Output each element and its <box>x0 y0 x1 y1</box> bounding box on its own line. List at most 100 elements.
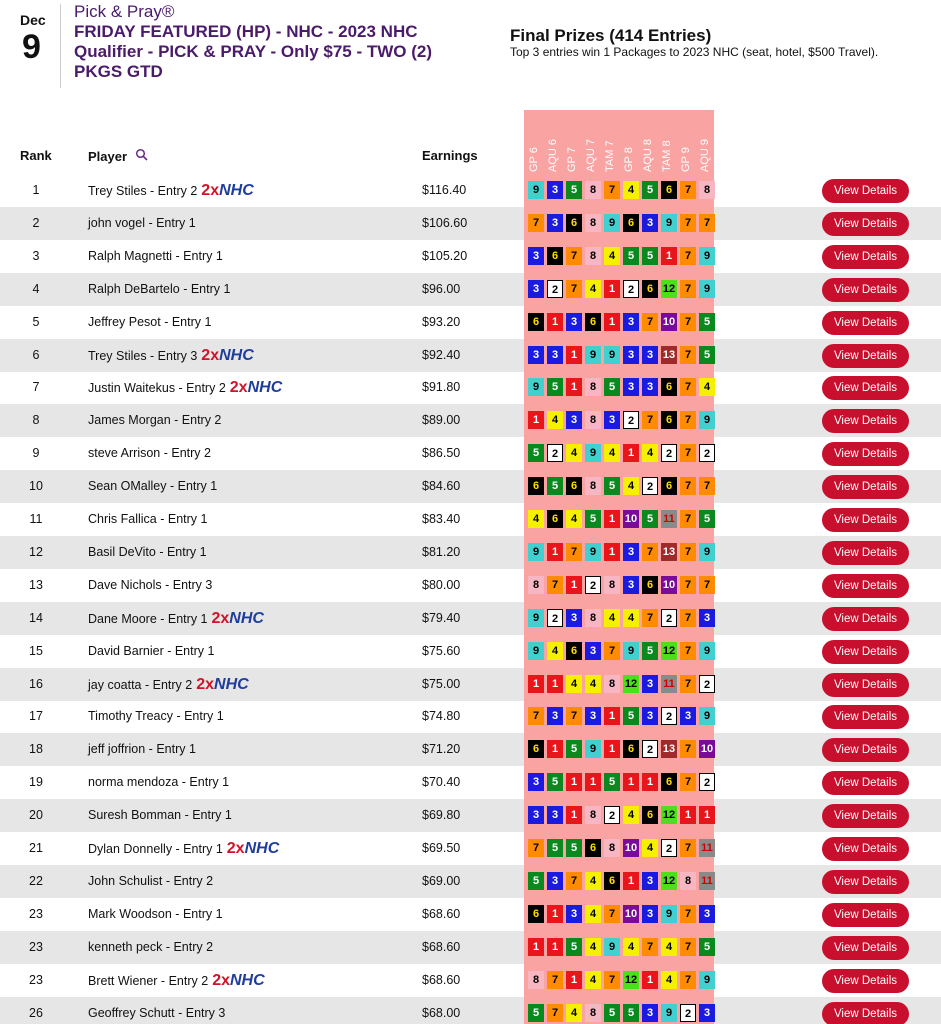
pick-number: 7 <box>566 246 582 265</box>
badge-prefix: 2x <box>201 182 220 199</box>
view-details-button[interactable]: View Details <box>822 869 909 894</box>
pick-number: 13 <box>661 740 677 759</box>
pick-number: 6 <box>547 510 563 528</box>
earnings: $89.00 <box>422 413 461 428</box>
pick-number: 3 <box>642 213 658 232</box>
pick-number: 7 <box>699 477 715 496</box>
contest-title: FRIDAY FEATURED (HP) - NHC - 2023 NHC Qu… <box>74 22 433 81</box>
view-details-button[interactable]: View Details <box>822 902 909 927</box>
rank: 22 <box>29 873 43 888</box>
pick-number: 9 <box>699 279 715 298</box>
pick-number: 11 <box>661 674 677 693</box>
view-details-button[interactable]: View Details <box>822 310 909 335</box>
rank: 16 <box>29 676 43 691</box>
pick-number: 9 <box>604 345 620 364</box>
pick-number: 3 <box>585 707 601 726</box>
pick-number: 3 <box>547 806 563 825</box>
race-header: AQU 7 <box>585 138 597 172</box>
pick-number: 3 <box>566 904 582 923</box>
pick-number: 7 <box>680 937 696 956</box>
view-details-button[interactable]: View Details <box>822 771 909 796</box>
player-cell: kenneth peck - Entry 2 <box>88 931 213 964</box>
player-cell: Chris Fallica - Entry 1 <box>88 503 207 536</box>
pick-number: 3 <box>699 904 715 923</box>
view-details-button[interactable]: View Details <box>822 606 909 631</box>
table-row: 9 steve Arrison - Entry 2 $86.50 5 2 4 9 4 1 4 2 7 2… <box>0 437 941 471</box>
view-details-button[interactable]: View Details <box>822 179 909 203</box>
separator <box>60 4 61 88</box>
view-details-button[interactable]: View Details <box>822 211 909 236</box>
pick-number: 5 <box>566 181 582 199</box>
pick-number: 7 <box>680 312 696 331</box>
pick-number: 7 <box>566 279 582 298</box>
view-details-button[interactable]: View Details <box>822 837 909 861</box>
pick-number: 7 <box>680 444 696 463</box>
rank: 3 <box>32 248 40 263</box>
pick-number: 6 <box>604 871 620 890</box>
view-details-button[interactable]: View Details <box>822 343 909 368</box>
race-header: TAM 8 <box>661 140 673 172</box>
earnings: $96.00 <box>422 281 461 296</box>
pick-number: 7 <box>642 937 658 956</box>
table-row: 18 jeff joffrion - Entry 1 $71.20 6 1 5 9 1 6 2 13… <box>0 733 941 767</box>
pick-number: 9 <box>604 937 620 956</box>
pick-number: 2 <box>661 608 677 627</box>
pick-number: 4 <box>585 279 601 298</box>
pick-number: 6 <box>585 839 601 857</box>
rank: 5 <box>32 314 40 329</box>
pick-number: 3 <box>528 246 544 265</box>
view-details-button[interactable]: View Details <box>822 475 909 500</box>
pick-number: 8 <box>585 1003 601 1022</box>
player-name: Ralph DeBartelo - Entry 1 <box>88 281 231 296</box>
pick-number: 10 <box>623 839 639 857</box>
pick-number: 7 <box>680 477 696 496</box>
view-details-button[interactable]: View Details <box>822 738 909 763</box>
picks: 4 6 4 5 1 10 5 11 7 5 <box>524 503 715 536</box>
race-header: GP 9 <box>680 147 692 172</box>
view-details-button[interactable]: View Details <box>822 244 909 269</box>
player-name: Dylan Donnelly - Entry 1 <box>88 842 223 856</box>
rank: 4 <box>32 281 40 296</box>
view-details-button[interactable]: View Details <box>822 540 909 565</box>
pick-number: 6 <box>623 213 639 232</box>
view-details-button[interactable]: View Details <box>822 442 909 467</box>
pick-number: 5 <box>547 378 563 397</box>
view-details-button[interactable]: View Details <box>822 968 909 993</box>
pick-number: 7 <box>642 411 658 430</box>
pick-number: 11 <box>699 871 715 890</box>
pick-number: 8 <box>604 839 620 857</box>
view-details-button[interactable]: View Details <box>822 935 909 960</box>
rank: 2 <box>32 215 40 230</box>
rank: 26 <box>29 1005 43 1020</box>
pick-number: 7 <box>680 279 696 298</box>
view-details-button[interactable]: View Details <box>822 705 909 730</box>
view-details-button[interactable]: View Details <box>822 1001 909 1024</box>
pick-number: 9 <box>661 904 677 923</box>
view-details-button[interactable]: View Details <box>822 277 909 302</box>
pick-number: 4 <box>604 444 620 463</box>
player-cell: Ralph DeBartelo - Entry 1 <box>88 273 230 306</box>
pick-number: 4 <box>623 181 639 199</box>
earnings: $105.20 <box>422 248 468 263</box>
pick-number: 10 <box>699 740 715 759</box>
view-details-button[interactable]: View Details <box>822 672 909 697</box>
picks: 9 4 6 3 7 9 5 12 7 9 <box>524 634 715 668</box>
pick-number: 6 <box>528 904 544 923</box>
view-details-button[interactable]: View Details <box>822 409 909 434</box>
pick-number: 7 <box>680 181 696 199</box>
view-details-button[interactable]: View Details <box>822 639 909 664</box>
pick-number: 4 <box>623 477 639 496</box>
pick-number: 1 <box>604 707 620 726</box>
table-row: 1 Trey Stiles - Entry 2 2xNHC $116.40 9 3 5 8 7 4… <box>0 174 941 207</box>
view-details-button[interactable]: View Details <box>822 804 909 829</box>
rank: 18 <box>29 742 43 757</box>
view-details-button[interactable]: View Details <box>822 376 909 401</box>
search-icon[interactable] <box>135 148 149 162</box>
pick-number: 12 <box>661 641 677 660</box>
view-details-button[interactable]: View Details <box>822 508 909 532</box>
view-details-button[interactable]: View Details <box>822 573 909 598</box>
